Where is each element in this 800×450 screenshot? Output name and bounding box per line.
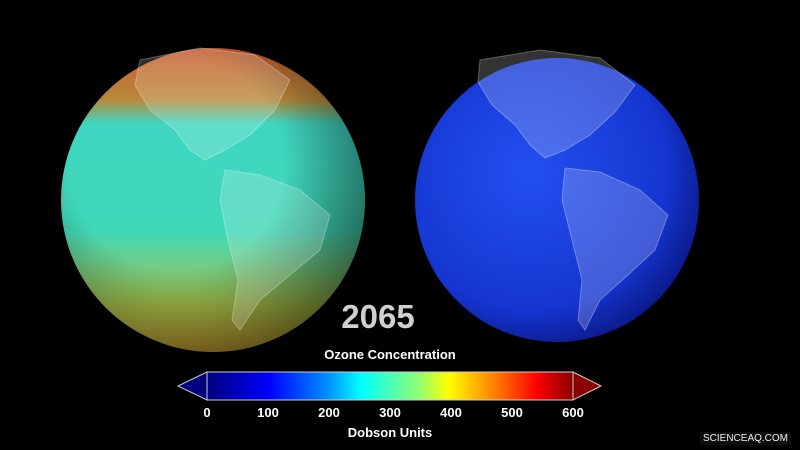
tick-400: 400 — [440, 405, 462, 420]
watermark: SCIENCEAQ.COM — [700, 432, 792, 445]
tick-100: 100 — [257, 405, 279, 420]
colorbar-under-arrow — [176, 371, 208, 401]
colorbar-gradient — [206, 371, 574, 401]
continent-americas-left — [134, 47, 331, 331]
tick-500: 500 — [501, 405, 523, 420]
year-label: 2065 — [341, 298, 415, 335]
colorbar-over-arrow — [572, 371, 603, 401]
colorbar-title: Ozone Concentration — [324, 347, 456, 362]
tick-600: 600 — [562, 405, 584, 420]
tick-0: 0 — [203, 405, 211, 420]
continent-americas-right — [477, 49, 669, 331]
colorbar-unit-label: Dobson Units — [347, 425, 433, 440]
tick-200: 200 — [318, 405, 340, 420]
tick-300: 300 — [379, 405, 401, 420]
